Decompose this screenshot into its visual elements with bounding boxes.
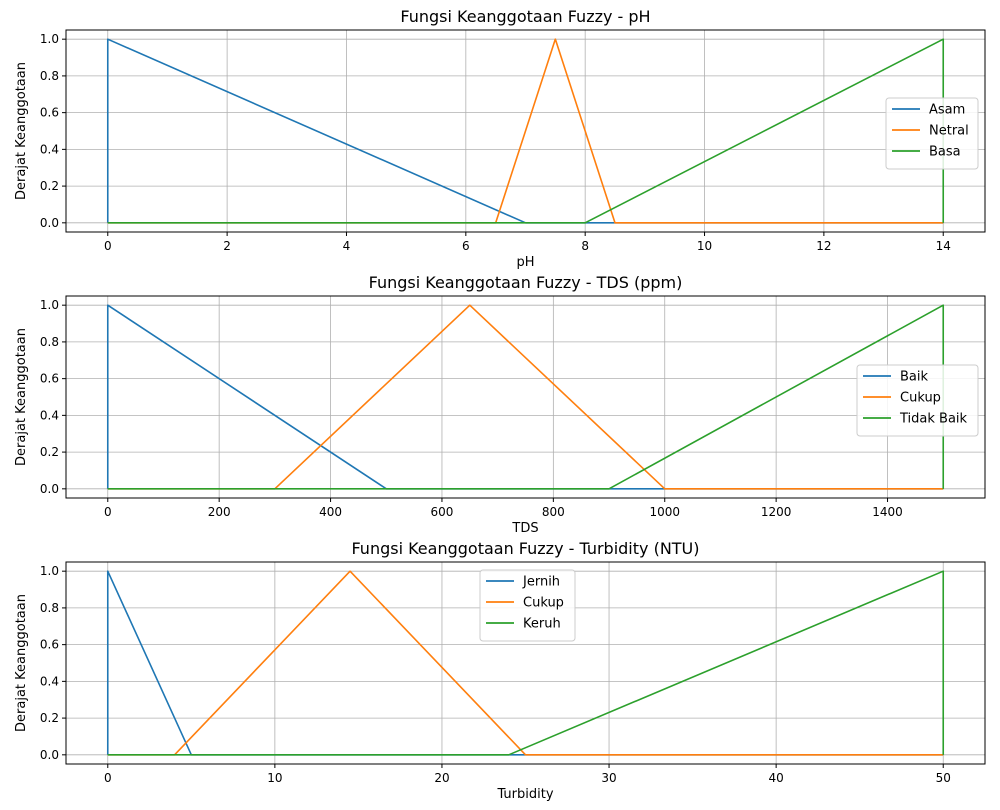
y-tick-label: 0.0 [40, 482, 59, 496]
series-line-cukup [107, 304, 944, 490]
x-tick-label: 40 [768, 771, 783, 785]
legend-label: Keruh [523, 617, 561, 632]
x-tick-label: 12 [816, 239, 831, 253]
legend-label: Jernih [522, 575, 560, 590]
x-tick-label: 1200 [761, 505, 792, 519]
legend-label: Basa [929, 145, 961, 160]
y-tick-label: 0.6 [40, 106, 59, 120]
chart-panel-1: 0 2 4 6 8 10 12 14 0.0 0.2 0.4 0.6 0.8 1.0 Fungsi Kean… [14, 7, 986, 270]
y-axis-label: Derajat Keanggotaan [14, 62, 29, 200]
legend: Jernih Cukup Keruh [479, 569, 576, 642]
x-tick-label: 0 [104, 771, 112, 785]
y-tick-label: 0.4 [40, 408, 59, 422]
y-tick-label: 0.0 [40, 748, 59, 762]
y-axis-label: Derajat Keanggotaan [14, 594, 29, 732]
x-tick-label: 800 [542, 505, 565, 519]
x-axis-label: pH [516, 255, 534, 270]
chart-title: Fungsi Keanggotaan Fuzzy - pH [400, 7, 650, 26]
chart-title: Fungsi Keanggotaan Fuzzy - TDS (ppm) [369, 273, 683, 292]
x-tick-label: 400 [319, 505, 342, 519]
y-tick-label: 0.8 [40, 601, 59, 615]
x-tick-label: 6 [462, 239, 470, 253]
x-tick-label: 10 [697, 239, 712, 253]
x-tick-label: 200 [208, 505, 231, 519]
legend-label: Netral [929, 124, 969, 139]
x-tick-label: 4 [343, 239, 351, 253]
x-axis-label: TDS [511, 521, 538, 536]
y-tick-label: 0.2 [40, 179, 59, 193]
series-line-netral [107, 38, 944, 224]
y-tick-label: 0.8 [40, 69, 59, 83]
chart-panel-3: 0 10 20 30 40 50 0.0 0.2 0.4 0.6 0.8 1.0 Fungsi Kean… [14, 539, 986, 802]
x-tick-label: 1000 [649, 505, 680, 519]
series-line-keruh [107, 570, 945, 756]
x-tick-label: 0 [104, 505, 112, 519]
legend: Baik Cukup Tidak Baik [856, 364, 979, 437]
y-tick-label: 1.0 [40, 32, 59, 46]
plot-frame [65, 29, 986, 233]
legend-label: Baik [900, 370, 928, 385]
y-tick-label: 0.4 [40, 674, 59, 688]
y-tick-label: 1.0 [40, 564, 59, 578]
x-tick-label: 14 [936, 239, 951, 253]
x-tick-label: 0 [104, 239, 112, 253]
y-tick-label: 0.0 [40, 216, 59, 230]
y-tick-label: 0.8 [40, 335, 59, 349]
plot-frame [65, 295, 986, 499]
series-line-tidak-baik [107, 304, 945, 490]
legend-label: Cukup [900, 391, 941, 406]
x-axis-label: Turbidity [496, 787, 553, 802]
plot-frame [65, 561, 986, 765]
legend-label: Tidak Baik [899, 412, 968, 427]
series-line-baik [106, 304, 944, 490]
x-tick-label: 30 [601, 771, 616, 785]
x-tick-label: 10 [267, 771, 282, 785]
x-tick-label: 8 [581, 239, 589, 253]
x-tick-label: 20 [434, 771, 449, 785]
x-tick-label: 2 [223, 239, 231, 253]
x-tick-label: 1400 [872, 505, 903, 519]
y-tick-label: 0.2 [40, 711, 59, 725]
chart-title: Fungsi Keanggotaan Fuzzy - Turbidity (NT… [351, 539, 699, 558]
legend-label: Cukup [523, 596, 564, 611]
x-tick-label: 50 [936, 771, 951, 785]
y-tick-label: 1.0 [40, 298, 59, 312]
y-tick-label: 0.2 [40, 445, 59, 459]
y-tick-label: 0.4 [40, 142, 59, 156]
y-tick-label: 0.6 [40, 638, 59, 652]
x-tick-label: 600 [431, 505, 454, 519]
chart-panel-2: 0 200 400 600 800 1000 1200 1400 0.0 0.2 0.4 0.6 0.8… [14, 273, 986, 536]
y-axis-label: Derajat Keanggotaan [14, 328, 29, 466]
legend-label: Asam [929, 103, 965, 118]
legend: Asam Netral Basa [885, 97, 979, 170]
y-tick-label: 0.6 [40, 372, 59, 386]
